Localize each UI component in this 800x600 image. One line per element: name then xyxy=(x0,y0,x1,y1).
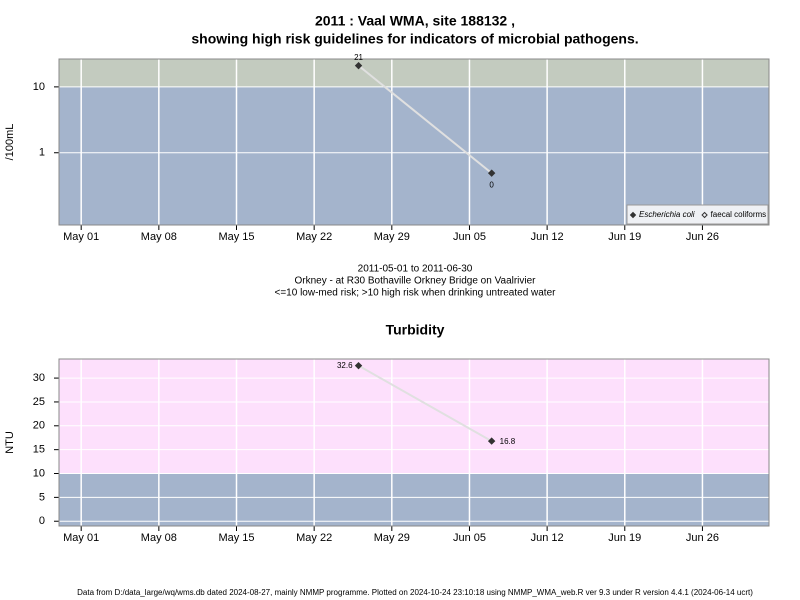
y-tick-label: 5 xyxy=(39,491,45,503)
x-tick-label: May 29 xyxy=(374,231,410,243)
x-tick-label: Jun 12 xyxy=(531,532,564,544)
series-line xyxy=(358,364,493,442)
chart-title: 2011 : Vaal WMA, site 188132 , xyxy=(315,13,515,29)
low-risk-band xyxy=(59,86,769,226)
y-tick-label: 20 xyxy=(33,420,45,432)
x-tick-label: May 01 xyxy=(63,231,99,243)
high-risk-band xyxy=(59,359,769,474)
x-tick-label: May 08 xyxy=(141,231,177,243)
low-risk-band xyxy=(59,473,769,526)
y-tick-label: 15 xyxy=(33,444,45,456)
data-label: 32.6 xyxy=(337,361,353,370)
caption-line: 2011-05-01 to 2011-06-30 xyxy=(358,264,473,275)
legend-label: faecal coliforms xyxy=(711,210,767,219)
series-line xyxy=(357,64,493,174)
y-tick-label: 30 xyxy=(33,372,45,384)
y-tick-label: 1 xyxy=(39,147,45,159)
x-tick-label: Jun 19 xyxy=(608,231,641,243)
high-risk-band xyxy=(59,59,769,87)
caption-line: Orkney - at R30 Bothaville Orkney Bridge… xyxy=(294,276,536,287)
y-tick-label: 10 xyxy=(33,467,45,479)
x-tick-label: May 29 xyxy=(374,532,410,544)
data-point xyxy=(487,169,496,177)
x-tick-label: Jun 05 xyxy=(453,532,486,544)
x-tick-label: Jun 05 xyxy=(453,231,486,243)
y-axis-label: NTU xyxy=(4,431,16,454)
x-tick-label: May 22 xyxy=(296,532,332,544)
x-tick-label: Jun 12 xyxy=(531,231,564,243)
x-tick-label: May 22 xyxy=(296,231,332,243)
y-tick-label: 10 xyxy=(33,81,45,93)
legend-marker xyxy=(629,211,637,219)
chart-title: Turbidity xyxy=(386,322,445,338)
chart-subtitle: showing high risk guidelines for indicat… xyxy=(191,31,638,47)
x-tick-label: May 01 xyxy=(63,532,99,544)
caption-line: <=10 low-med risk; >10 high risk when dr… xyxy=(275,288,557,299)
x-tick-label: Jun 26 xyxy=(686,231,719,243)
data-label: 21 xyxy=(354,53,363,62)
data-label: 0 xyxy=(489,180,494,189)
y-axis-label: /100mL xyxy=(4,124,16,161)
data-point xyxy=(487,437,496,445)
data-point xyxy=(354,361,363,370)
x-tick-label: May 15 xyxy=(218,532,254,544)
data-point xyxy=(354,61,363,70)
x-tick-label: Jun 19 xyxy=(608,532,641,544)
legend-marker xyxy=(701,211,708,219)
legend-box xyxy=(626,204,769,225)
x-tick-label: May 08 xyxy=(141,532,177,544)
plot-frame xyxy=(58,358,770,527)
plot-frame xyxy=(58,58,770,226)
legend-label: Escherichia coli xyxy=(639,210,695,219)
footer: Data from D:/data_large/wq/wms.db dated … xyxy=(77,588,753,597)
data-label: 16.8 xyxy=(500,437,516,446)
x-tick-label: May 15 xyxy=(218,231,254,243)
y-tick-label: 0 xyxy=(39,515,45,527)
y-tick-label: 25 xyxy=(33,396,45,408)
x-tick-label: Jun 26 xyxy=(686,532,719,544)
